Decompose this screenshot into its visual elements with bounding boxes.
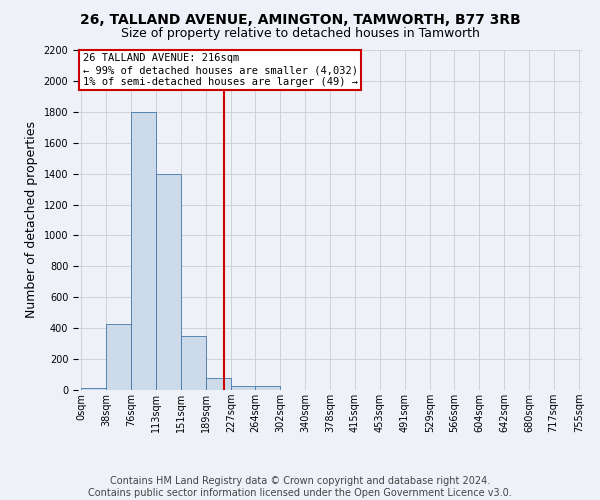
Text: Size of property relative to detached houses in Tamworth: Size of property relative to detached ho…	[121, 28, 479, 40]
Y-axis label: Number of detached properties: Number of detached properties	[25, 122, 38, 318]
Text: 26, TALLAND AVENUE, AMINGTON, TAMWORTH, B77 3RB: 26, TALLAND AVENUE, AMINGTON, TAMWORTH, …	[80, 12, 520, 26]
Bar	[206, 378, 231, 390]
Bar	[131, 112, 156, 390]
Bar	[181, 336, 206, 390]
Bar	[255, 386, 280, 390]
Bar	[106, 324, 131, 390]
Bar	[231, 386, 255, 390]
Bar	[81, 388, 106, 390]
Text: Contains HM Land Registry data © Crown copyright and database right 2024.
Contai: Contains HM Land Registry data © Crown c…	[88, 476, 512, 498]
Bar	[156, 174, 181, 390]
Text: 26 TALLAND AVENUE: 216sqm
← 99% of detached houses are smaller (4,032)
1% of sem: 26 TALLAND AVENUE: 216sqm ← 99% of detac…	[83, 54, 358, 86]
